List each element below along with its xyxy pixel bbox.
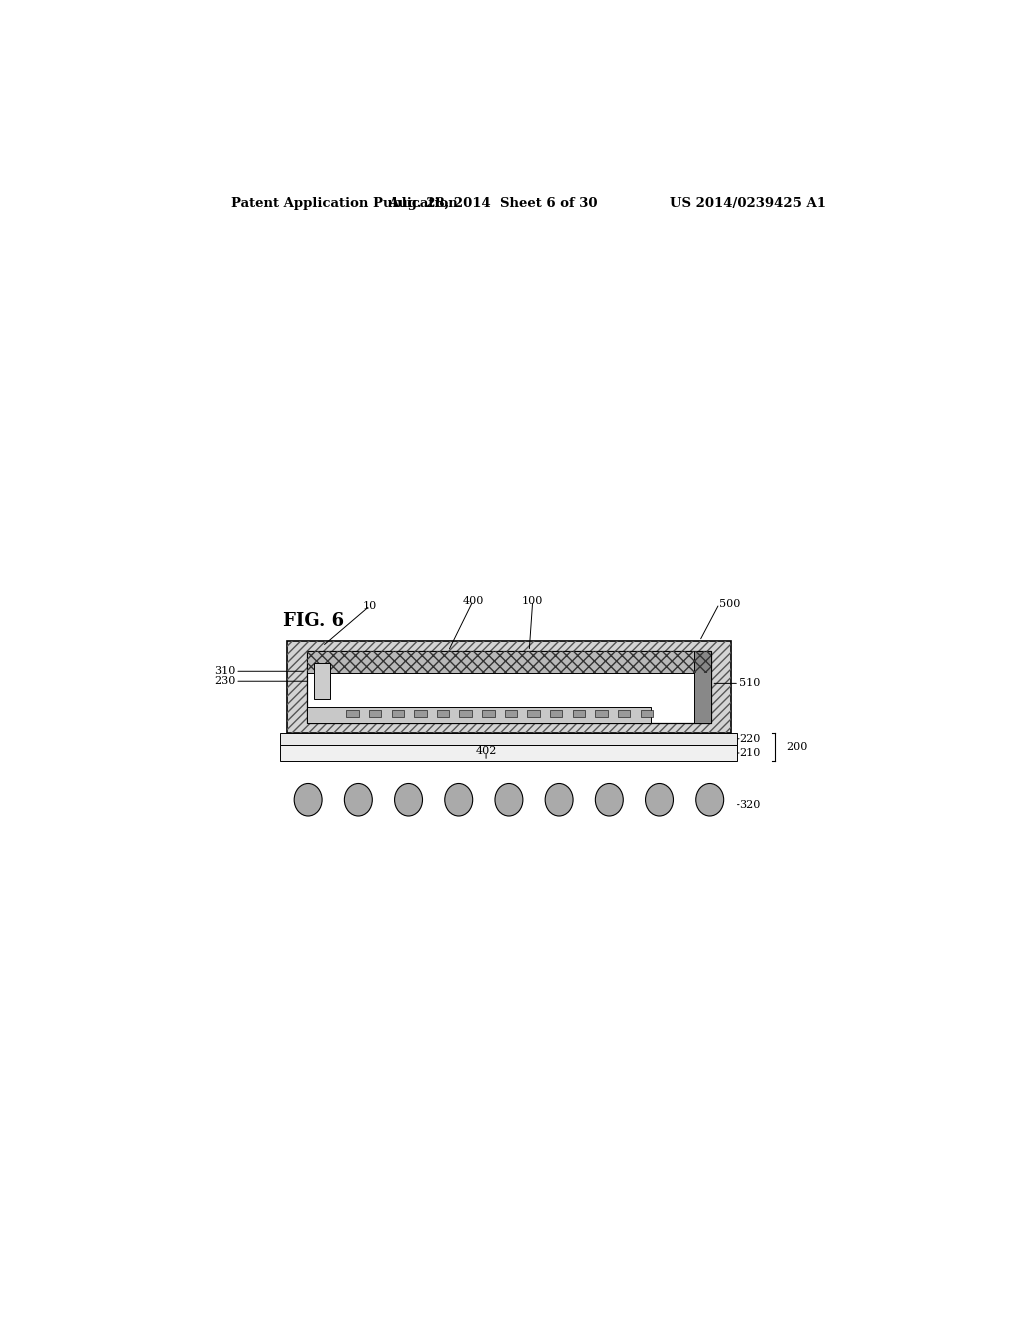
- Bar: [346, 710, 358, 717]
- Bar: [306, 651, 712, 673]
- Bar: [306, 706, 650, 722]
- Bar: [414, 710, 427, 717]
- Text: 400: 400: [463, 595, 484, 606]
- Ellipse shape: [394, 784, 423, 816]
- Text: FIG. 6: FIG. 6: [283, 612, 344, 630]
- Ellipse shape: [495, 784, 523, 816]
- Text: Patent Application Publication: Patent Application Publication: [231, 197, 458, 210]
- Bar: [369, 710, 381, 717]
- Text: 510: 510: [739, 678, 761, 688]
- Bar: [437, 710, 450, 717]
- Text: 210: 210: [739, 748, 761, 758]
- Text: 402: 402: [475, 746, 497, 756]
- Bar: [505, 710, 517, 717]
- Text: 100: 100: [522, 595, 544, 606]
- Bar: [287, 642, 731, 733]
- Bar: [306, 651, 712, 673]
- Ellipse shape: [645, 784, 674, 816]
- Text: 220: 220: [739, 734, 761, 743]
- Ellipse shape: [444, 784, 473, 816]
- Bar: [391, 710, 404, 717]
- Bar: [482, 710, 495, 717]
- Bar: [306, 651, 712, 722]
- Ellipse shape: [344, 784, 373, 816]
- Bar: [617, 710, 631, 717]
- Ellipse shape: [595, 784, 624, 816]
- Ellipse shape: [294, 784, 323, 816]
- Text: 10: 10: [362, 601, 377, 611]
- Text: US 2014/0239425 A1: US 2014/0239425 A1: [671, 197, 826, 210]
- Bar: [460, 710, 472, 717]
- Text: 230: 230: [214, 676, 236, 686]
- Text: Aug. 28, 2014  Sheet 6 of 30: Aug. 28, 2014 Sheet 6 of 30: [388, 197, 598, 210]
- Bar: [281, 733, 737, 744]
- Text: 500: 500: [719, 598, 740, 609]
- Bar: [287, 642, 731, 733]
- Text: 320: 320: [739, 800, 761, 809]
- Bar: [550, 710, 562, 717]
- Bar: [314, 663, 331, 698]
- Ellipse shape: [545, 784, 573, 816]
- Bar: [641, 710, 653, 717]
- Ellipse shape: [695, 784, 724, 816]
- Bar: [572, 710, 585, 717]
- Text: 200: 200: [786, 742, 808, 752]
- Text: 310: 310: [214, 667, 236, 676]
- Bar: [595, 710, 608, 717]
- Bar: [527, 710, 540, 717]
- Bar: [694, 651, 712, 722]
- Bar: [281, 744, 737, 762]
